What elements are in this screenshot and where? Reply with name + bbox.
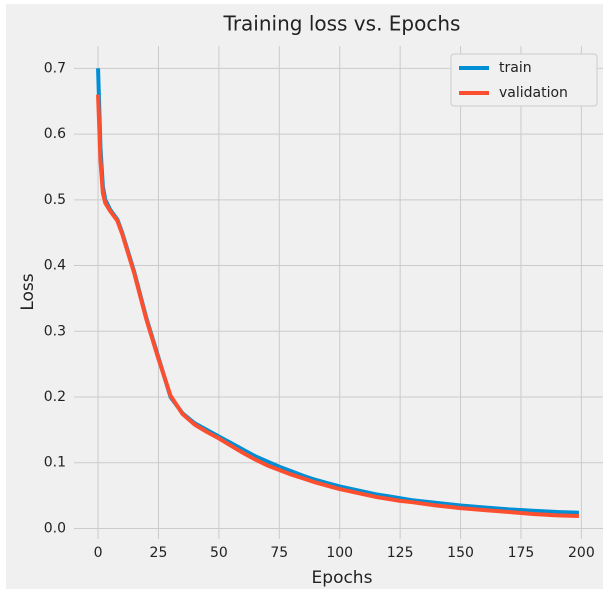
y-tick-label: 0.5 [44, 192, 66, 208]
x-tick-label: 0 [94, 545, 103, 561]
y-tick-label: 0.1 [44, 455, 66, 471]
line-series [96, 94, 580, 518]
x-tick-label: 200 [568, 545, 595, 561]
x-tick-label: 125 [387, 545, 414, 561]
y-tick-label: 0.7 [44, 60, 66, 76]
legend-label: validation [499, 85, 568, 101]
y-tick-label: 0.3 [44, 323, 66, 339]
y-tick-label: 0.0 [44, 520, 66, 536]
x-tick-label: 150 [447, 545, 474, 561]
x-axis-label: Epochs [312, 568, 373, 588]
x-tick-label: 75 [270, 545, 288, 561]
y-tick-label: 0.6 [44, 126, 66, 142]
x-tick-label: 175 [508, 545, 535, 561]
y-tick-label: 0.4 [44, 258, 66, 274]
x-tick-label: 100 [326, 545, 353, 561]
y-tick-label: 0.2 [44, 389, 66, 405]
y-axis-label: Loss [18, 273, 38, 310]
x-tick-label: 50 [210, 545, 228, 561]
legend-label: train [499, 60, 532, 76]
x-tick-label: 25 [150, 545, 168, 561]
chart-title: Training loss vs. Epochs [223, 12, 461, 36]
